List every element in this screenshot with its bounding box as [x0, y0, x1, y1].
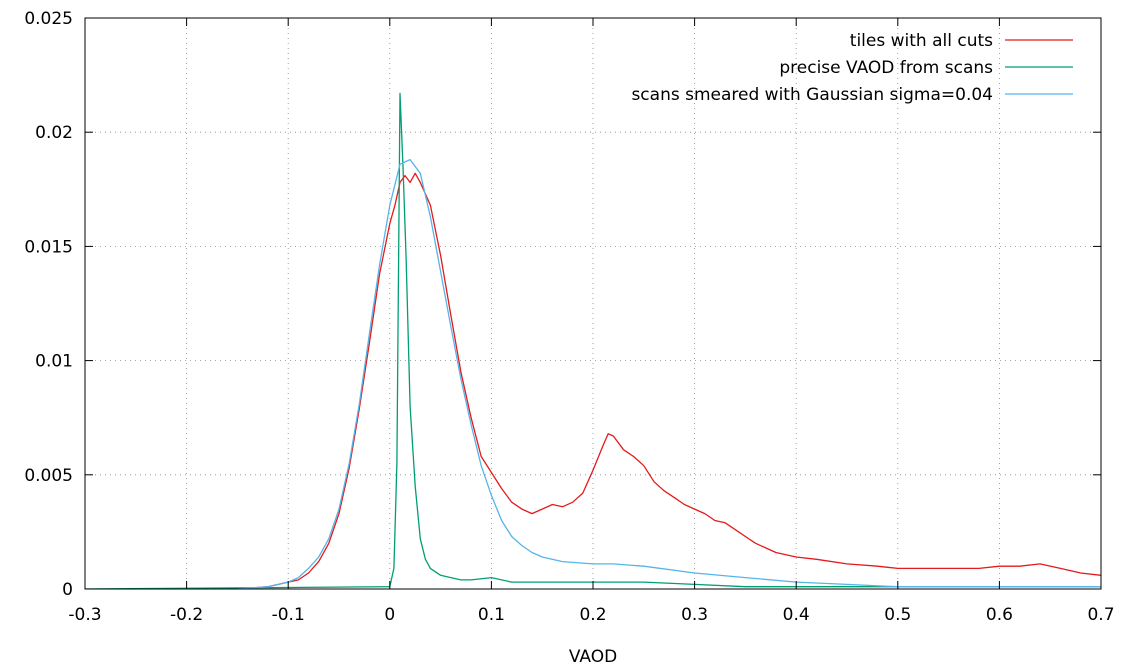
x-tick-label: 0.1	[478, 605, 505, 625]
series-line-1	[237, 172, 1101, 589]
x-axis-title: VAOD	[569, 647, 617, 667]
legend-label-3: scans smeared with Gaussian sigma=0.04	[631, 85, 993, 105]
x-tick-label: 0.7	[1087, 605, 1114, 625]
series-layer	[85, 92, 1101, 589]
x-tick-label: 0	[384, 605, 395, 625]
legend: tiles with all cuts precise VAOD from sca…	[631, 31, 1073, 105]
y-tick-label: 0.005	[24, 466, 73, 486]
x-tick-label: 0.4	[783, 605, 810, 625]
y-tick-label: 0.02	[35, 123, 73, 143]
x-tick-label: 0.5	[884, 605, 911, 625]
x-tick-label: 0.3	[681, 605, 708, 625]
y-tick-label: 0.025	[24, 9, 73, 29]
x-tick-label: 0.6	[986, 605, 1013, 625]
y-tick-label: 0.015	[24, 237, 73, 257]
y-tick-label: 0	[62, 580, 73, 600]
x-tick-label: 0.2	[579, 605, 606, 625]
grid	[85, 18, 1101, 589]
x-tick-label: -0.3	[68, 605, 101, 625]
series-line-2	[85, 92, 1101, 589]
series-line-3	[237, 158, 1101, 589]
x-tick-label: -0.1	[272, 605, 305, 625]
legend-label-1: tiles with all cuts	[850, 31, 993, 51]
axis-ticks: -0.3 -0.2 -0.1 0 0.1 0.2 0.3 0.4 0.5 0.6 0.7 0 0.005…	[24, 9, 1114, 625]
legend-label-2: precise VAOD from scans	[779, 58, 993, 78]
y-tick-label: 0.01	[35, 352, 73, 372]
x-tick-label: -0.2	[170, 605, 203, 625]
